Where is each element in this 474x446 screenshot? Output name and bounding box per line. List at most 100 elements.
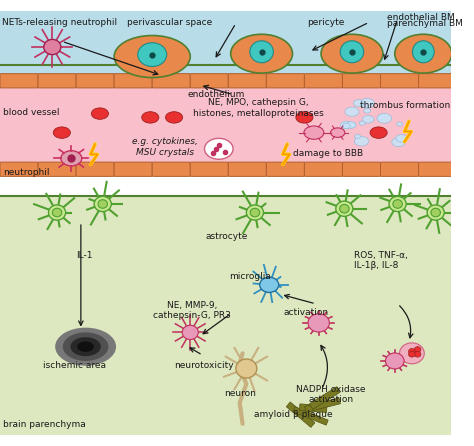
FancyArrowPatch shape [64,42,158,75]
Ellipse shape [341,121,352,129]
FancyBboxPatch shape [304,74,342,88]
Ellipse shape [370,127,387,138]
FancyBboxPatch shape [381,74,419,88]
FancyBboxPatch shape [342,74,381,88]
FancyArrowPatch shape [321,345,328,387]
Text: IL-1: IL-1 [76,251,92,260]
FancyBboxPatch shape [114,74,152,88]
Text: perivascular space: perivascular space [127,17,212,26]
Ellipse shape [339,204,349,213]
Ellipse shape [304,126,324,139]
FancyBboxPatch shape [38,74,76,88]
FancyBboxPatch shape [228,162,266,176]
FancyBboxPatch shape [0,74,38,88]
FancyBboxPatch shape [266,74,304,88]
Ellipse shape [142,112,159,123]
Ellipse shape [377,113,392,123]
FancyArrowPatch shape [203,315,229,334]
FancyArrowPatch shape [216,25,235,57]
Ellipse shape [61,151,82,166]
Bar [0,196,451,435]
Ellipse shape [98,200,108,208]
FancyArrow shape [293,407,328,425]
Ellipse shape [165,112,182,123]
Text: NADPH oxidase
activation: NADPH oxidase activation [296,385,366,404]
FancyBboxPatch shape [114,162,152,176]
Bar [0,11,451,173]
FancyArrowPatch shape [79,225,83,326]
Ellipse shape [53,127,71,138]
FancyBboxPatch shape [38,162,76,176]
Text: endothelium: endothelium [187,90,245,99]
Ellipse shape [114,36,190,78]
FancyBboxPatch shape [228,74,266,88]
FancyBboxPatch shape [152,74,190,88]
FancyArrowPatch shape [204,85,230,94]
FancyArrow shape [286,402,315,427]
Ellipse shape [427,205,444,220]
FancyArrowPatch shape [313,24,366,50]
Ellipse shape [360,99,374,108]
Ellipse shape [71,337,101,356]
Ellipse shape [336,201,353,216]
FancyArrow shape [310,387,340,409]
Text: thrombus formation: thrombus formation [360,101,450,110]
Ellipse shape [44,39,61,54]
Text: neuron: neuron [224,389,255,398]
Ellipse shape [409,349,415,354]
Ellipse shape [182,325,198,339]
Ellipse shape [344,122,350,126]
FancyBboxPatch shape [190,74,228,88]
Ellipse shape [364,108,371,113]
Text: neutrophil: neutrophil [3,168,49,177]
Ellipse shape [409,351,415,357]
Ellipse shape [392,138,405,147]
Text: amyloid β plaque: amyloid β plaque [254,410,332,419]
Text: activation: activation [283,308,328,317]
Ellipse shape [204,138,233,159]
Ellipse shape [393,200,402,208]
FancyBboxPatch shape [190,162,228,176]
Ellipse shape [246,205,264,220]
FancyBboxPatch shape [266,162,304,176]
Ellipse shape [414,347,421,352]
Ellipse shape [48,205,65,220]
Bar [0,82,451,173]
Ellipse shape [396,135,407,142]
FancyBboxPatch shape [419,74,456,88]
Ellipse shape [389,196,406,211]
FancyBboxPatch shape [342,162,381,176]
Ellipse shape [359,121,365,125]
Text: NE, MPO, cathepsin G,
histones, metalloproteinases: NE, MPO, cathepsin G, histones, metallop… [193,99,324,118]
Ellipse shape [414,351,421,357]
Ellipse shape [355,136,369,146]
Ellipse shape [55,328,116,366]
Ellipse shape [52,208,62,217]
Ellipse shape [250,41,273,63]
Text: neurotoxicity: neurotoxicity [174,361,234,370]
FancyBboxPatch shape [381,162,419,176]
FancyArrowPatch shape [285,294,313,303]
Text: parenchymal BM: parenchymal BM [387,20,463,29]
FancyBboxPatch shape [76,74,114,88]
FancyArrow shape [300,404,327,413]
Ellipse shape [340,41,364,63]
Ellipse shape [138,43,167,66]
Ellipse shape [296,112,313,123]
Ellipse shape [431,208,440,217]
Ellipse shape [397,122,402,126]
FancyBboxPatch shape [0,162,38,176]
Ellipse shape [378,115,385,120]
Ellipse shape [400,343,424,364]
Text: brain parenchyma: brain parenchyma [3,420,86,429]
Ellipse shape [77,342,94,352]
Text: astrocyte: astrocyte [205,231,247,240]
Ellipse shape [345,107,359,116]
FancyArrowPatch shape [400,306,413,338]
FancyBboxPatch shape [304,162,342,176]
FancyBboxPatch shape [419,162,456,176]
Text: ischemic area: ischemic area [43,361,106,370]
Ellipse shape [231,34,292,73]
Ellipse shape [395,34,452,73]
FancyArrowPatch shape [190,348,200,354]
